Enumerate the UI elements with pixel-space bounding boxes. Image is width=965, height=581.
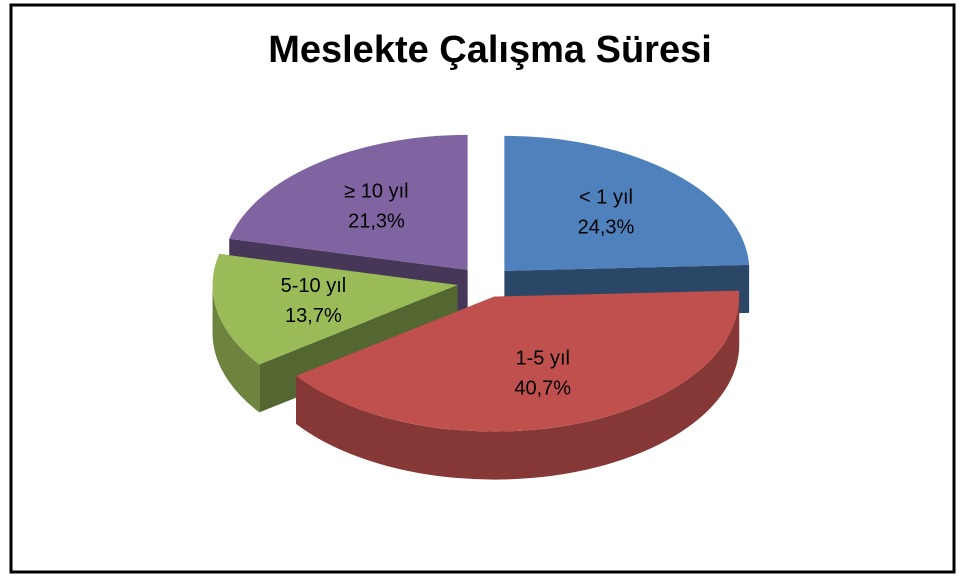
slice-value-label: 13,7%: [285, 305, 342, 327]
slice-value-label: 40,7%: [514, 377, 571, 399]
slice-value-label: 24,3%: [578, 217, 635, 239]
slice-top: [212, 253, 458, 365]
slice-side: [296, 296, 740, 480]
slice-value-label: 21,3%: [348, 211, 405, 233]
chart-title: Meslekte Çalışma Süresi: [268, 29, 712, 71]
slice-category-label: 5-10 yıl: [281, 275, 347, 297]
slice-top: [296, 290, 740, 432]
slice-top: [229, 134, 468, 270]
slice-category-label: 1-5 yıl: [515, 347, 569, 369]
slice-side: [212, 285, 260, 413]
slice-category-label: < 1 yıl: [579, 187, 633, 209]
slice: [296, 290, 740, 480]
slice-category-label: ≥ 10 yıl: [344, 181, 408, 203]
slice-top: [504, 135, 750, 271]
chart-frame: [9, 3, 956, 574]
